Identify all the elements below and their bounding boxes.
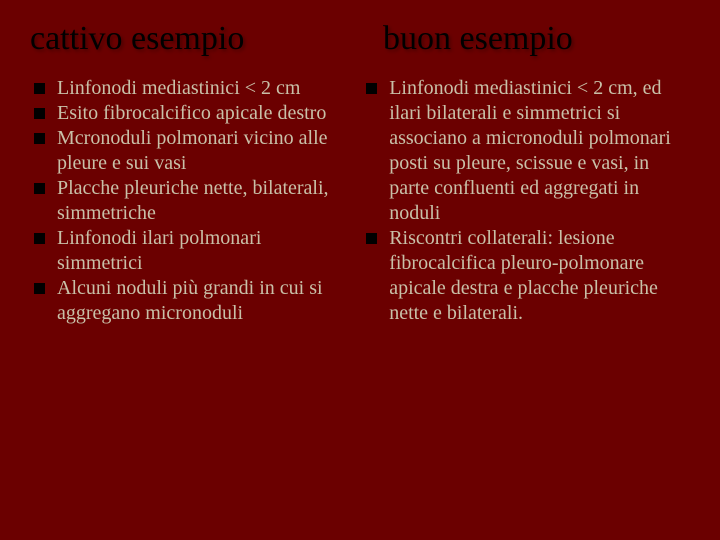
columns: Linfonodi mediastinici < 2 cm Esito fibr… [30, 76, 690, 326]
right-list: Linfonodi mediastinici < 2 cm, ed ilari … [362, 76, 690, 326]
square-bullet-icon [366, 83, 377, 94]
item-text: Mcronoduli polmonari vicino alle pleure … [57, 126, 342, 176]
square-bullet-icon [34, 283, 45, 294]
list-item: Esito fibrocalcifico apicale destro [30, 101, 342, 126]
headers-row: cattivo esempio buon esempio [30, 20, 690, 58]
list-item: Riscontri collaterali: lesione fibrocalc… [362, 226, 690, 326]
item-text: Placche pleuriche nette, bilaterali, sim… [57, 176, 342, 226]
header-left: cattivo esempio [30, 20, 345, 58]
right-column: Linfonodi mediastinici < 2 cm, ed ilari … [362, 76, 690, 326]
square-bullet-icon [34, 83, 45, 94]
item-text: Linfonodi mediastinici < 2 cm, ed ilari … [389, 76, 690, 226]
square-bullet-icon [34, 233, 45, 244]
item-text: Linfonodi mediastinici < 2 cm [57, 76, 300, 101]
item-text: Alcuni noduli più grandi in cui si aggre… [57, 276, 342, 326]
list-item: Placche pleuriche nette, bilaterali, sim… [30, 176, 342, 226]
list-item: Mcronoduli polmonari vicino alle pleure … [30, 126, 342, 176]
list-item: Alcuni noduli più grandi in cui si aggre… [30, 276, 342, 326]
square-bullet-icon [34, 133, 45, 144]
title-left: cattivo esempio [30, 20, 345, 58]
list-item: Linfonodi mediastinici < 2 cm [30, 76, 342, 101]
slide: cattivo esempio buon esempio Linfonodi m… [0, 0, 720, 540]
header-right: buon esempio [375, 20, 690, 58]
item-text: Riscontri collaterali: lesione fibrocalc… [389, 226, 690, 326]
square-bullet-icon [34, 183, 45, 194]
left-list: Linfonodi mediastinici < 2 cm Esito fibr… [30, 76, 342, 326]
item-text: Esito fibrocalcifico apicale destro [57, 101, 326, 126]
left-column: Linfonodi mediastinici < 2 cm Esito fibr… [30, 76, 342, 326]
title-right: buon esempio [375, 20, 690, 58]
list-item: Linfonodi mediastinici < 2 cm, ed ilari … [362, 76, 690, 226]
square-bullet-icon [366, 233, 377, 244]
square-bullet-icon [34, 108, 45, 119]
list-item: Linfonodi ilari polmonari simmetrici [30, 226, 342, 276]
item-text: Linfonodi ilari polmonari simmetrici [57, 226, 342, 276]
